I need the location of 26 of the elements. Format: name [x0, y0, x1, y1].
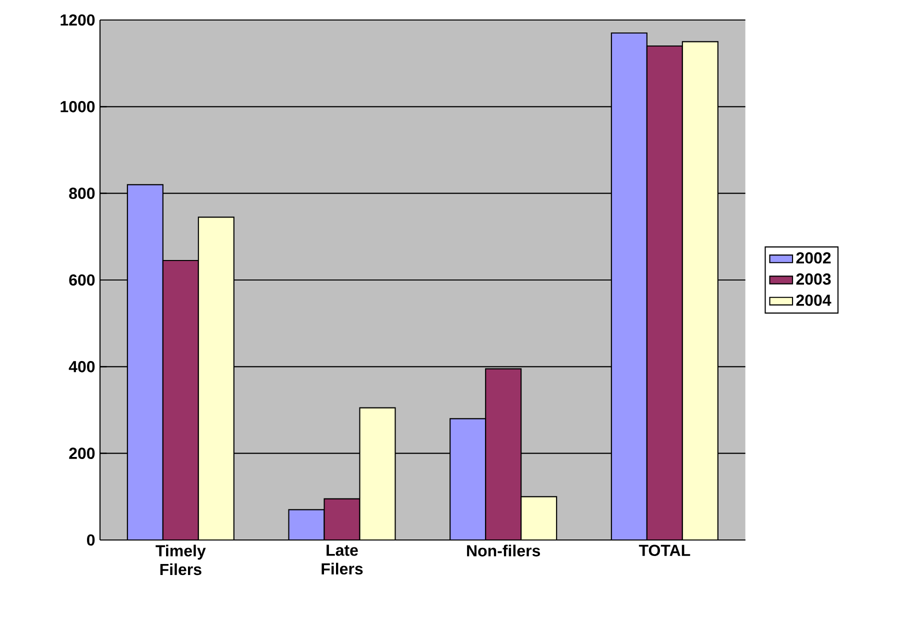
- bar: [485, 368, 522, 540]
- y-tick-label: 0: [87, 534, 95, 546]
- bar: [646, 45, 683, 540]
- y-tick-label: 400: [68, 361, 95, 372]
- bar: [682, 41, 718, 540]
- x-tick-label: Late Filers: [322, 544, 363, 575]
- bar: [288, 509, 325, 540]
- bar: [198, 216, 234, 540]
- legend-label: 2002: [796, 252, 831, 264]
- x-tick-label: TOTAL: [638, 544, 690, 556]
- bar: [610, 32, 648, 540]
- bar: [450, 418, 486, 540]
- legend-label: 2003: [796, 273, 831, 285]
- bar: [162, 260, 199, 540]
- bar: [520, 496, 558, 540]
- bar: [359, 407, 396, 540]
- y-tick-label: 800: [69, 188, 95, 199]
- legend-label: 2004: [796, 294, 832, 306]
- x-tick-label: Timely Filers: [156, 544, 206, 576]
- bar: [324, 498, 360, 540]
- bar: [126, 184, 164, 540]
- y-tick-label: 1000: [60, 101, 95, 112]
- y-tick-label: 600: [69, 274, 95, 286]
- y-tick-label: 200: [69, 448, 95, 459]
- x-tick-label: Non-filers: [467, 544, 540, 556]
- y-tick-label: 1200: [60, 14, 95, 26]
